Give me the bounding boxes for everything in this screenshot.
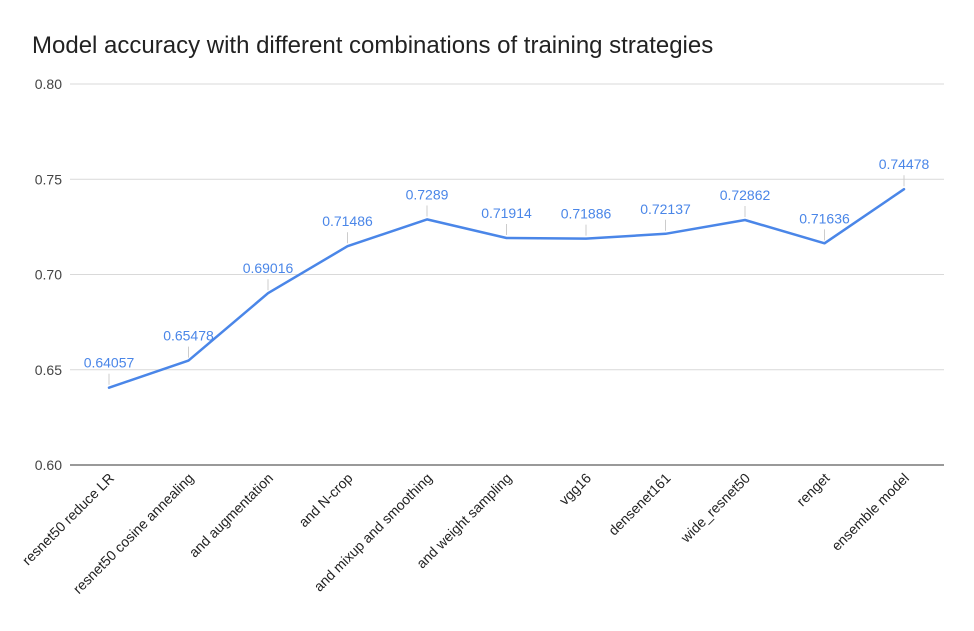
data-label: 0.72137 xyxy=(640,201,691,217)
x-tick-label: densenet161 xyxy=(605,470,674,539)
chart-title: Model accuracy with different combinatio… xyxy=(32,32,713,59)
data-label: 0.65478 xyxy=(163,328,214,344)
y-tick-label: 0.75 xyxy=(35,171,62,187)
y-tick-label: 0.60 xyxy=(35,457,62,473)
y-tick-label: 0.70 xyxy=(35,267,62,283)
y-tick-label: 0.65 xyxy=(35,362,62,378)
data-labels: 0.64057 0.65478 0.69016 0.71486 0.7289 0.7191… xyxy=(84,156,930,385)
data-label: 0.72862 xyxy=(720,187,771,203)
data-label: 0.71886 xyxy=(561,206,612,222)
data-label: 0.71636 xyxy=(799,210,850,226)
series-line-layer xyxy=(107,187,906,389)
x-tick-label: and augmentation xyxy=(186,470,277,561)
data-label: 0.71914 xyxy=(481,205,532,221)
series-line xyxy=(107,187,906,389)
y-axis-ticks: 0.60 0.65 0.70 0.75 0.80 xyxy=(35,76,62,473)
data-label: 0.64057 xyxy=(84,355,135,371)
x-tick-label: wide_resnet50 xyxy=(677,470,754,547)
grid-lines xyxy=(70,83,944,466)
x-tick-label: vgg16 xyxy=(556,470,594,508)
data-label: 0.71486 xyxy=(322,213,373,229)
x-tick-label: renget xyxy=(793,470,832,509)
data-label: 0.69016 xyxy=(243,260,294,276)
data-label: 0.74478 xyxy=(879,156,930,172)
x-tick-label: and N-crop xyxy=(295,470,355,530)
data-label: 0.7289 xyxy=(406,186,449,202)
x-tick-label: ensemble model xyxy=(828,470,912,554)
y-tick-label: 0.80 xyxy=(35,76,62,92)
